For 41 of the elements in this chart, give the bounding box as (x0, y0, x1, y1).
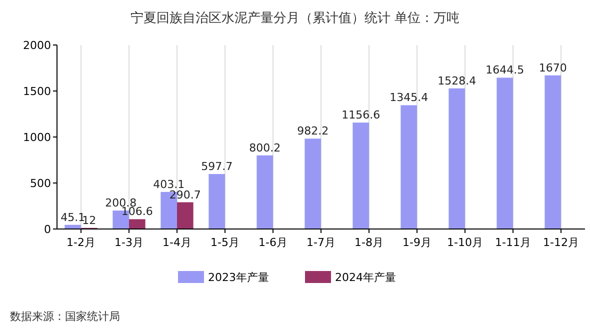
x-tick-label: 1-12月 (543, 236, 579, 249)
bar (400, 105, 417, 229)
bar (177, 202, 194, 229)
y-tick-label: 2000 (23, 39, 51, 52)
source-note: 数据来源：国家统计局 (10, 310, 120, 323)
x-tick-label: 1-9月 (402, 236, 432, 249)
data-label: 403.1 (153, 178, 185, 191)
x-tick-label: 1-7月 (306, 236, 336, 249)
x-tick-label: 1-3月 (114, 236, 144, 249)
x-tick-label: 1-8月 (354, 236, 384, 249)
x-tick-label: 1-11月 (495, 236, 531, 249)
bar (496, 78, 513, 229)
bar (352, 122, 369, 229)
data-label: 1345.4 (390, 91, 428, 104)
data-label: 982.2 (297, 124, 329, 138)
data-label: 1644.5 (486, 64, 524, 77)
x-tick-label: 1-10月 (447, 236, 483, 249)
bar (129, 219, 146, 229)
y-tick-label: 0 (44, 223, 51, 236)
legend-label: 2023年产量 (208, 271, 269, 284)
x-tick-label: 1-6月 (258, 236, 288, 249)
bar (544, 75, 561, 229)
y-tick-label: 500 (30, 177, 51, 190)
data-label: 1156.6 (342, 108, 380, 122)
bar (208, 174, 225, 229)
x-tick-label: 1-2月 (66, 236, 96, 249)
bar (448, 88, 465, 229)
y-tick-label: 1000 (23, 131, 51, 144)
x-tick-label: 1-4月 (162, 236, 192, 249)
data-label: 597.7 (201, 160, 233, 174)
data-label: 1670 (538, 61, 567, 74)
bar (304, 138, 321, 229)
data-label: 12 (82, 214, 96, 227)
data-label: 1528.4 (438, 74, 476, 88)
legend-label: 2024年产量 (335, 271, 396, 284)
bar (256, 155, 273, 229)
data-label: 290.7 (169, 188, 201, 202)
y-tick-label: 1500 (23, 85, 51, 98)
data-label: 800.2 (249, 141, 281, 154)
chart-title: 宁夏回族自治区水泥产量分月（累计值）统计 单位：万吨 (130, 10, 460, 26)
x-tick-label: 1-5月 (210, 236, 240, 249)
